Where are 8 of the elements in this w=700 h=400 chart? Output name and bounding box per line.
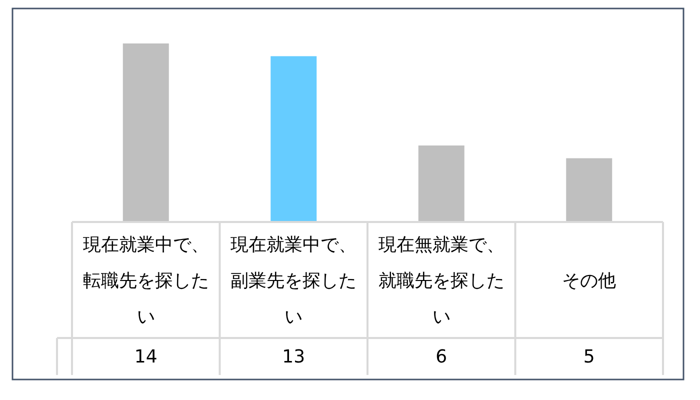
x-tick-label: 現在無就業で、就職先を探したい xyxy=(378,234,504,328)
data-label: 6 xyxy=(436,346,448,368)
data-label: 13 xyxy=(282,346,306,368)
x-tick-label: 現在就業中で、転職先を探したい xyxy=(82,234,209,328)
data-label: 14 xyxy=(134,346,158,368)
data-label: 5 xyxy=(583,346,595,368)
x-tick-label: 現在就業中で、副業先を探したい xyxy=(230,234,357,328)
x-tick-label: その他 xyxy=(562,270,616,292)
